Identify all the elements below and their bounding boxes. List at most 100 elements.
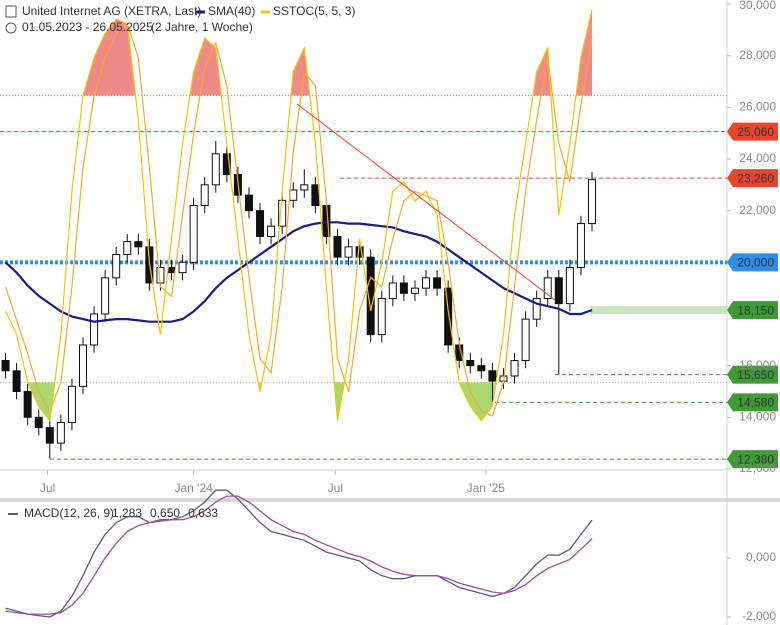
macd-reading: 1,283 xyxy=(112,506,142,520)
indicator-lines xyxy=(4,9,593,618)
candle-body xyxy=(344,246,353,258)
x-tick-label: Jul xyxy=(40,481,55,495)
level-label: 18,150 xyxy=(737,303,774,317)
period: (2 Jahre, 1 Woche) xyxy=(151,20,253,34)
y-tick-label: -2,000 xyxy=(742,609,776,623)
candle-body xyxy=(90,313,99,346)
candle-body xyxy=(78,344,87,387)
oversold-fill xyxy=(5,382,593,421)
fills xyxy=(5,9,593,421)
candle-body xyxy=(565,266,574,305)
y-tick-label: 28,000 xyxy=(739,48,776,62)
macd-line xyxy=(5,489,593,618)
candle-body xyxy=(244,194,253,212)
candle-body xyxy=(134,241,143,248)
clock-icon xyxy=(5,22,17,34)
candle-body xyxy=(399,282,408,294)
legend-entry: SSTOC(5, 5, 3) xyxy=(273,4,355,18)
level-label: 14,580 xyxy=(737,395,774,409)
candle-body xyxy=(333,235,342,258)
axis-labels: Jul Jan '24 Jul Jan '25 12,000 14,000 16,000 22… xyxy=(40,0,776,623)
legend-icon xyxy=(5,5,17,18)
candle-body xyxy=(355,246,364,258)
candle-body xyxy=(377,297,386,336)
candle-body xyxy=(178,261,187,274)
candle-body xyxy=(45,427,54,444)
candle-body xyxy=(211,153,220,186)
sstoc-signal xyxy=(4,22,593,417)
macd-line xyxy=(5,495,593,615)
level-label-box xyxy=(727,253,778,272)
candle-body xyxy=(123,241,132,256)
candle-body xyxy=(1,359,10,372)
candle-body xyxy=(101,277,110,315)
support-zone xyxy=(590,306,727,315)
candle-body xyxy=(311,184,320,206)
level-labels: 25,060 23,260 20,000 18,150 15,650 14,580 12,3… xyxy=(727,122,778,469)
macd-legend: MACD(12, 26, 9) xyxy=(24,506,114,520)
sstoc-line xyxy=(4,9,593,423)
macd-reading: 0,650 xyxy=(150,506,180,520)
candle-body xyxy=(289,189,298,201)
legend: United Internet AG (XETRA, Last) SMA(40)… xyxy=(5,4,355,520)
level-label-box xyxy=(727,301,778,320)
candle-body xyxy=(112,254,121,279)
candle-body xyxy=(466,359,475,367)
candle-body xyxy=(543,277,552,299)
candle-body xyxy=(267,225,276,237)
legend-entry: SMA(40) xyxy=(208,4,255,18)
y-tick-label: 22,000 xyxy=(739,203,776,217)
candle-body xyxy=(444,287,453,346)
candle-body xyxy=(433,277,442,289)
y-tick-label: 12,000 xyxy=(739,461,776,475)
candle-body xyxy=(278,199,287,227)
panel-separator xyxy=(0,498,780,502)
y-tick-label: 24,000 xyxy=(739,151,776,165)
y-tick-label: 16,000 xyxy=(739,358,776,372)
level-label-box xyxy=(727,393,778,412)
y-tick-label: 0,000 xyxy=(746,550,776,564)
candle-body xyxy=(156,266,165,284)
candle-body xyxy=(510,359,519,377)
candle-body xyxy=(388,282,397,299)
candle-body xyxy=(167,266,176,274)
macd-reading: 0,633 xyxy=(188,506,218,520)
level-label: 25,060 xyxy=(737,125,774,139)
reference-lines xyxy=(0,95,727,460)
candle-body xyxy=(576,223,585,268)
candle-body xyxy=(23,390,32,418)
candle-body xyxy=(300,184,309,191)
x-tick-label: Jan '24 xyxy=(174,481,213,495)
candle-body xyxy=(488,370,497,382)
candle-body xyxy=(56,421,65,444)
candle-body xyxy=(256,210,265,237)
trend-line xyxy=(296,103,556,301)
candle-body xyxy=(34,416,43,429)
legend-title: United Internet AG (XETRA, Last) xyxy=(22,4,201,18)
overbought-fill xyxy=(83,9,593,96)
candle-body xyxy=(554,277,563,305)
y-tick-label: 14,000 xyxy=(739,409,776,423)
y-tick-label: 26,000 xyxy=(739,100,776,114)
level-label: 15,650 xyxy=(737,368,774,382)
date-range: 01.05.2023 - 26.05.2025 xyxy=(22,20,153,34)
candle-body xyxy=(200,184,209,206)
candle-body xyxy=(477,365,486,372)
level-label-box xyxy=(727,122,778,141)
candle-body xyxy=(588,179,597,225)
candle-body xyxy=(189,204,198,263)
sma-line xyxy=(4,221,593,323)
candle-body xyxy=(521,318,530,361)
candle-body xyxy=(422,277,431,289)
x-tick-label: Jul xyxy=(328,481,343,495)
level-label: 12,380 xyxy=(737,452,774,466)
candle-body xyxy=(12,370,21,392)
candle-body xyxy=(532,297,541,320)
candle-body xyxy=(222,153,231,175)
level-label: 23,260 xyxy=(737,171,774,185)
y-tick-label: 30,000 xyxy=(739,0,776,12)
level-label-box xyxy=(727,169,778,188)
x-tick-label: Jan '25 xyxy=(467,481,506,495)
level-label: 20,000 xyxy=(737,255,774,269)
